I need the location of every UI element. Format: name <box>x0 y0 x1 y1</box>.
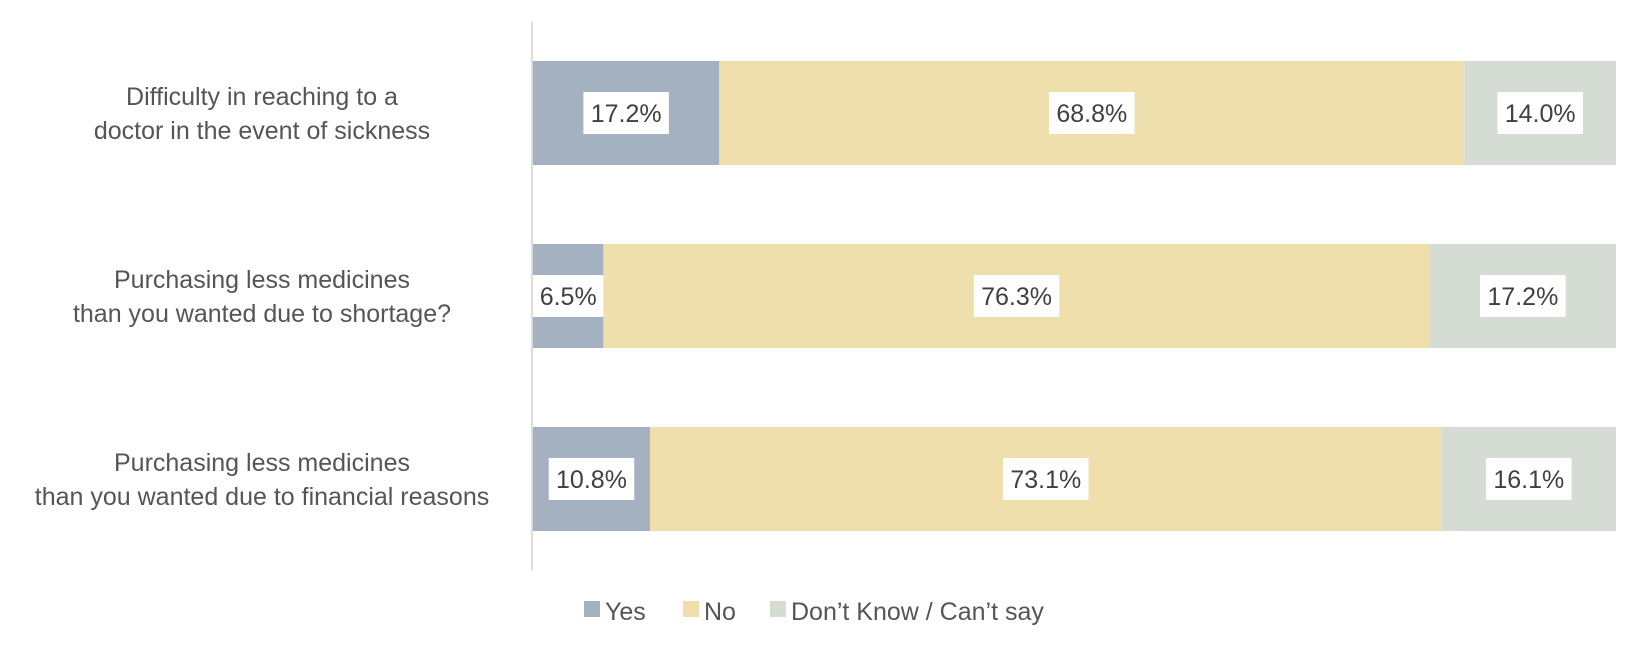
data-label: 76.3% <box>981 283 1052 311</box>
data-label-box <box>1497 92 1583 134</box>
category-label: doctor in the event of sickness <box>94 117 430 145</box>
data-label-box <box>583 92 669 134</box>
bars-group: 17.2% 68.8% 14.0% 6.5% 76.3% 17.2% 10.8% 73.1% 1… <box>532 61 1616 531</box>
data-label: 6.5% <box>540 283 597 311</box>
category-labels: Difficulty in reaching to a doctor in the… <box>35 83 489 511</box>
category-label: Difficulty in reaching to a <box>126 83 398 111</box>
data-label: 16.1% <box>1493 466 1564 494</box>
data-label-box <box>1480 275 1566 317</box>
category-label: Purchasing less medicines <box>114 266 410 294</box>
data-label: 14.0% <box>1505 100 1576 128</box>
data-label-box <box>548 458 635 500</box>
legend-label: Don’t Know / Can’t say <box>791 598 1044 626</box>
legend-swatch <box>770 601 786 617</box>
data-label-box <box>532 275 604 317</box>
legend-label: No <box>704 598 736 626</box>
data-label-box <box>1049 92 1135 134</box>
category-label: Purchasing less medicines <box>114 449 410 477</box>
data-label-box <box>973 275 1060 317</box>
data-label: 17.2% <box>591 100 662 128</box>
category-label: than you wanted due to financial reasons <box>35 483 489 511</box>
data-label: 68.8% <box>1056 100 1127 128</box>
legend-swatch <box>584 601 600 617</box>
data-label-box <box>1003 458 1089 500</box>
legend-label: Yes <box>605 598 646 626</box>
data-label: 10.8% <box>556 466 627 494</box>
data-label: 17.2% <box>1487 283 1558 311</box>
data-label-box <box>1486 458 1572 500</box>
data-label: 73.1% <box>1010 466 1081 494</box>
category-label: than you wanted due to shortage? <box>73 300 451 328</box>
legend: Yes No Don’t Know / Can’t say <box>584 598 1044 626</box>
legend-swatch <box>683 601 699 617</box>
